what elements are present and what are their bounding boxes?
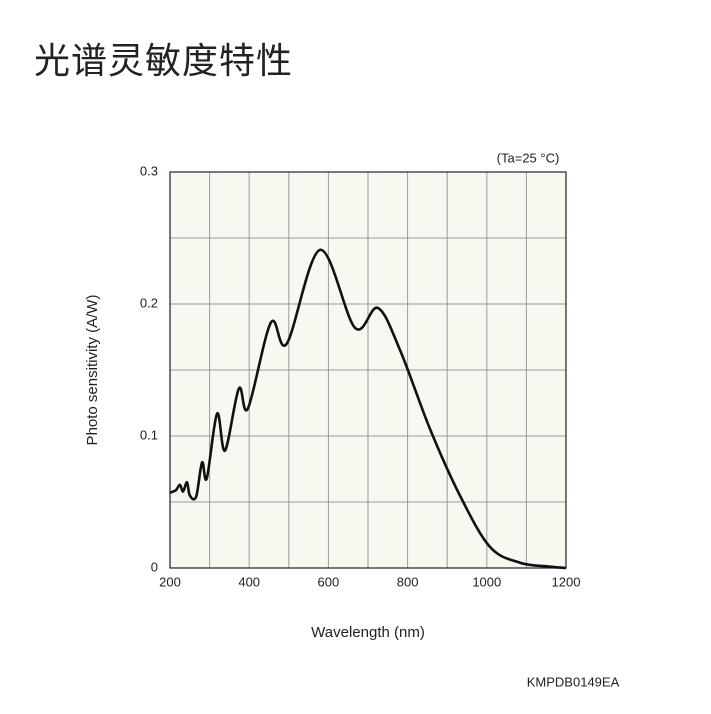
x-tick-label: 800 [397,574,419,589]
plot-border [169,171,567,569]
x-tick-label: 1200 [552,574,581,589]
y-tick-label: 0 [151,559,158,574]
x-tick-label: 1000 [472,574,501,589]
figure-code: KMPDB0149EA [527,674,620,689]
y-tick-label: 0.3 [140,163,158,178]
line-series [169,248,567,570]
x-axis-label: Wavelength (nm) [311,624,425,641]
y-tick-label: 0.2 [140,295,158,310]
page-title: 光谱灵敏度特性 [34,41,294,82]
y-tick-label: 0.1 [140,427,158,442]
x-tick-label: 600 [318,574,340,589]
x-tick-label: 200 [159,574,181,589]
y-axis-label: Photo sensitivity (A/W) [84,295,101,446]
x-tick-label: 400 [238,574,260,589]
annotation: (Ta=25 °C) [497,150,560,165]
